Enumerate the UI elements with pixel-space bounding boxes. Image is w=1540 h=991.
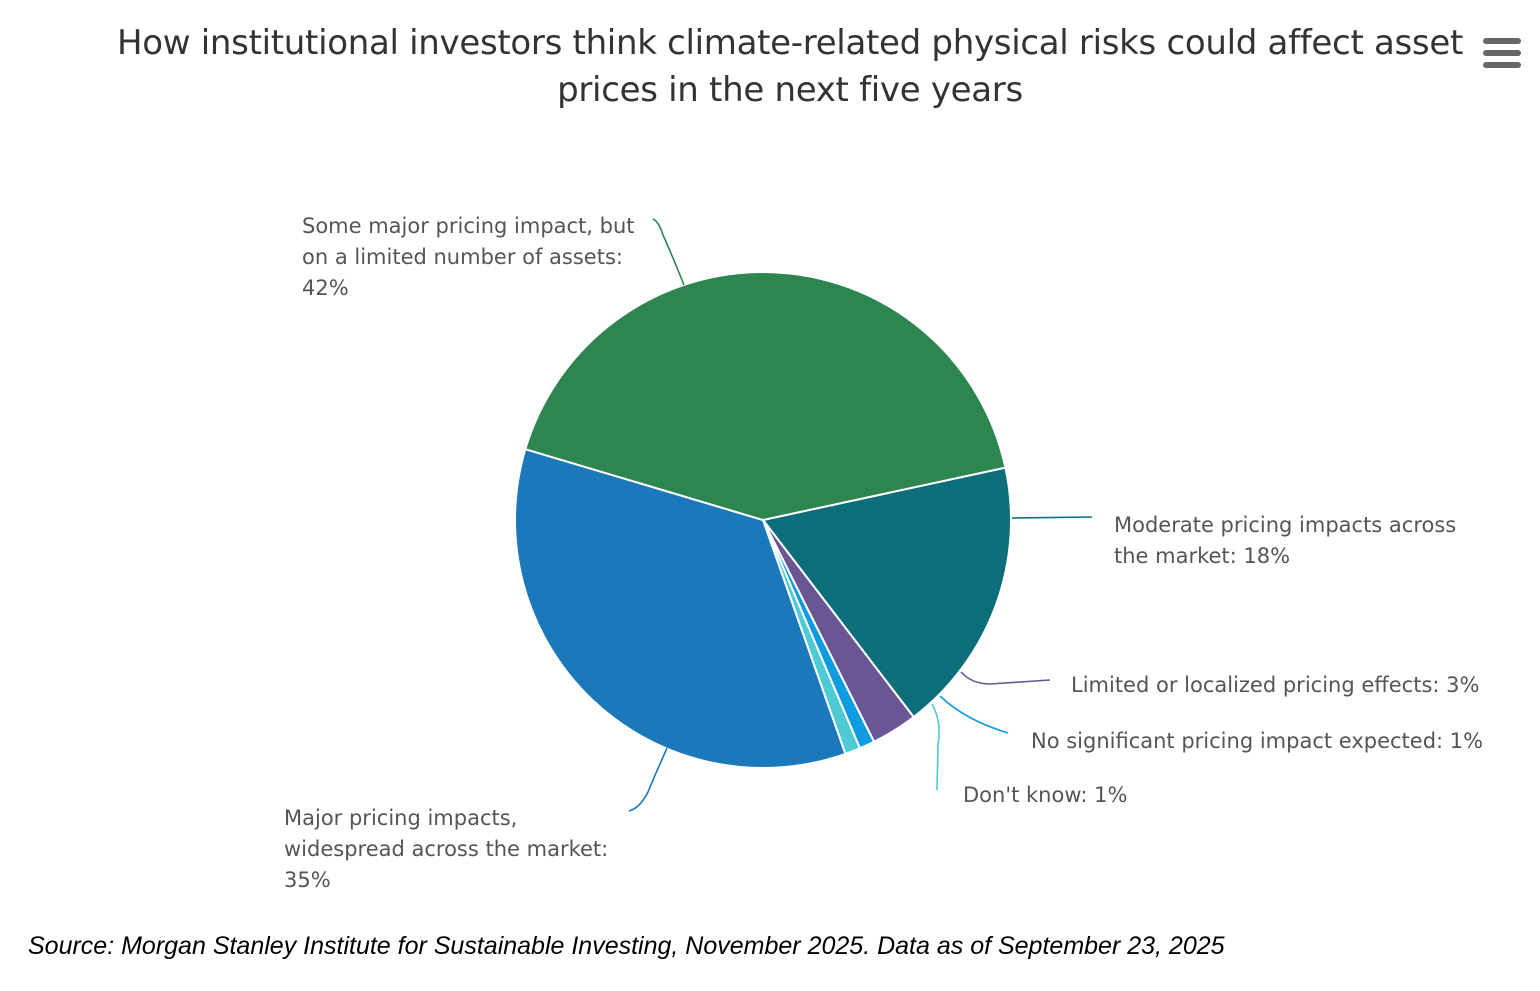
data-label: No significant pricing impact expected: … (1031, 729, 1483, 753)
data-label-line: the market: 18% (1114, 544, 1290, 568)
data-label-line: Major pricing impacts, (284, 806, 517, 830)
menu-bar (1483, 50, 1521, 56)
data-label: Don't know: 1% (963, 783, 1127, 807)
data-label-line: Some major pricing impact, but (302, 214, 635, 238)
pie-slice[interactable] (524, 271, 1007, 521)
pie-slice[interactable] (514, 448, 847, 769)
label-connector (1011, 516, 1093, 519)
data-label-line: Don't know: 1% (963, 783, 1127, 807)
label-connector (652, 218, 685, 286)
data-label-line: on a limited number of assets: (302, 245, 623, 269)
menu-bar (1483, 62, 1521, 68)
hamburger-menu-icon[interactable] (1480, 34, 1524, 72)
data-label-line: No significant pricing impact expected: … (1031, 729, 1483, 753)
pie-slice[interactable] (762, 466, 1012, 719)
menu-bar (1483, 38, 1521, 44)
data-label-line: Limited or localized pricing effects: 3% (1071, 673, 1479, 697)
data-label-line: 42% (302, 276, 349, 300)
data-label: Major pricing impacts, widespread across … (284, 806, 608, 892)
data-label-line: Moderate pricing impacts across (1114, 513, 1456, 537)
data-label-line: 35% (284, 868, 331, 892)
data-label-line: widespread across the market: (284, 837, 608, 861)
chart-title: How institutional investors think climat… (116, 23, 1463, 110)
label-connector (960, 671, 1051, 685)
label-connector (628, 747, 668, 812)
data-label: Some major pricing impact, but on a limit… (302, 214, 635, 300)
source-note: Source: Morgan Stanley Institute for Sus… (28, 932, 1225, 960)
label-connector (931, 703, 940, 791)
data-label: Limited or localized pricing effects: 3% (1071, 673, 1479, 697)
label-connector (939, 695, 1009, 734)
pie-chart: Moderate pricing impacts across the marke… (284, 214, 1483, 892)
data-label: Moderate pricing impacts across the marke… (1114, 513, 1456, 568)
